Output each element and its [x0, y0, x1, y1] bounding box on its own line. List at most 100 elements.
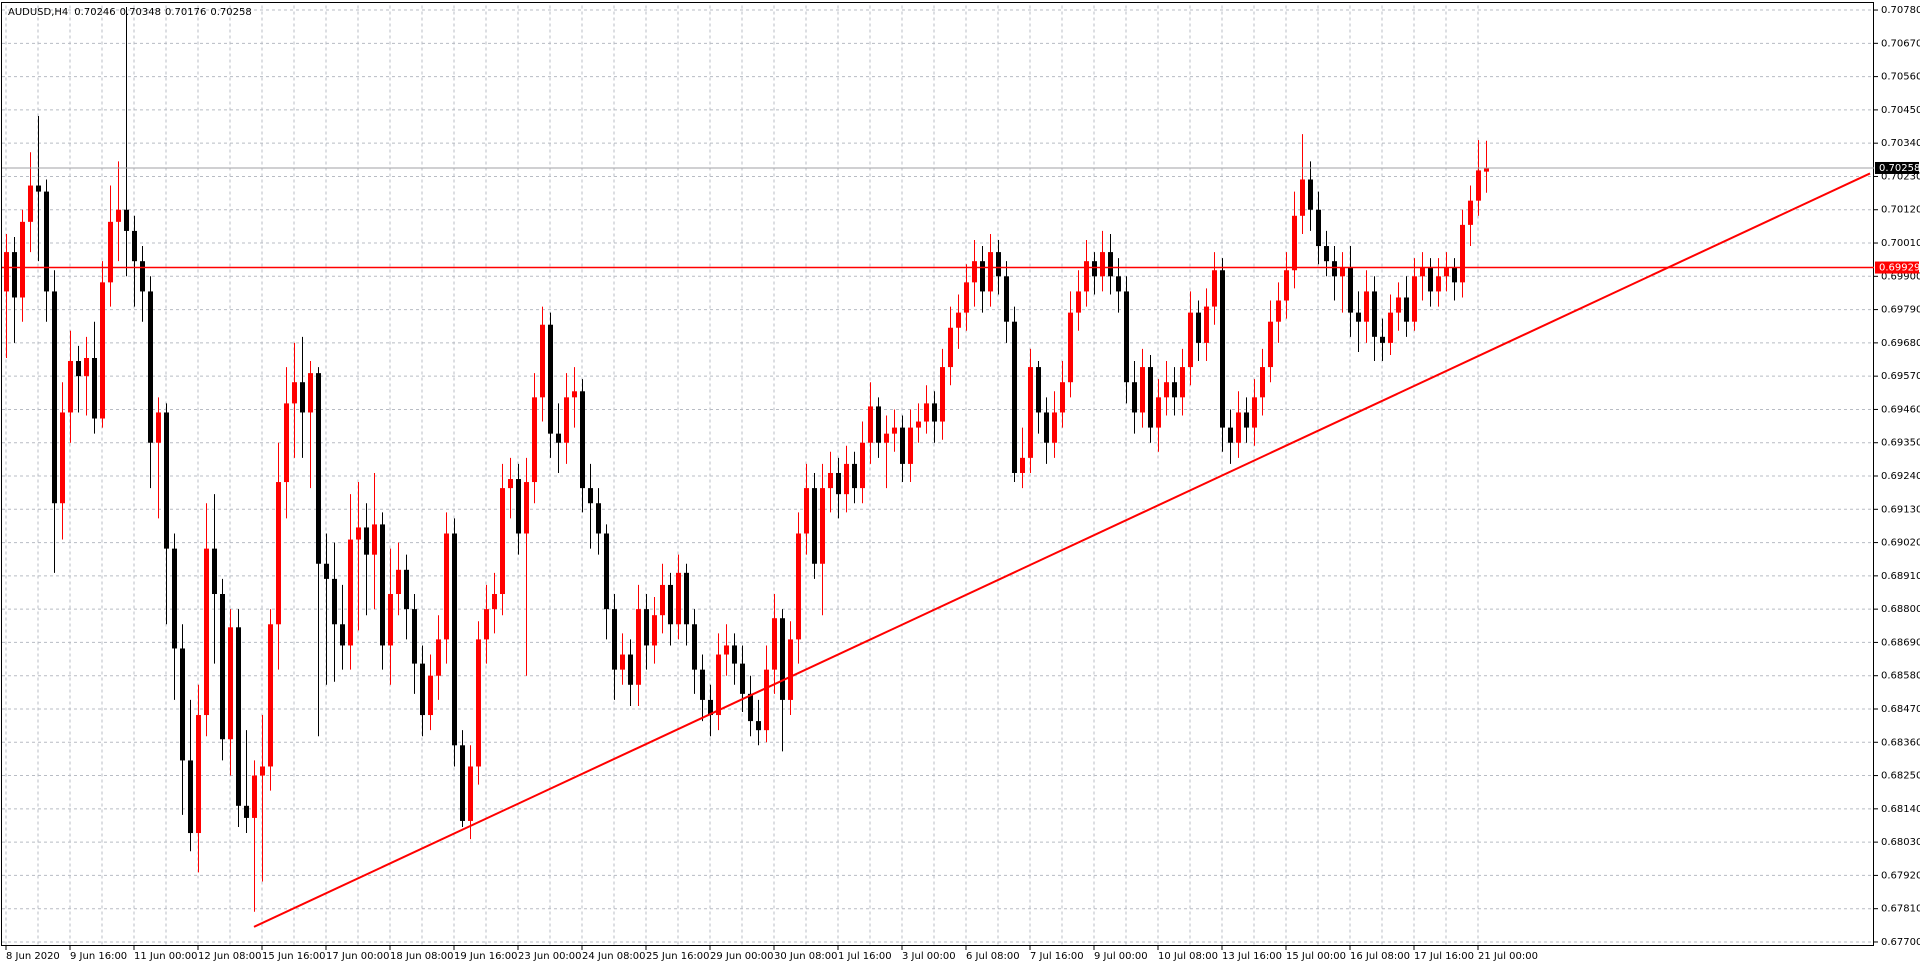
candle-body: [532, 397, 537, 483]
y-tick-label: 0.69460: [1881, 404, 1920, 415]
candle-body: [1452, 267, 1457, 283]
candle-body: [900, 427, 905, 464]
candle-body: [700, 669, 705, 700]
y-tick-label: 0.67920: [1881, 870, 1920, 881]
candle-body: [756, 721, 761, 731]
candle-body: [12, 252, 17, 298]
candle-body: [732, 645, 737, 664]
candle-body: [116, 209, 121, 222]
candle-body: [820, 488, 825, 564]
x-tick-label: 19 Jun 16:00: [454, 951, 518, 962]
candle-body: [220, 594, 225, 740]
x-tick-label: 21 Jul 00:00: [1478, 951, 1538, 962]
x-tick-label: 15 Jun 16:00: [262, 951, 326, 962]
candle-body: [84, 358, 89, 377]
candle-body: [1124, 291, 1129, 383]
candle-body: [44, 191, 49, 292]
x-tick-label: 23 Jun 00:00: [518, 951, 582, 962]
candle-body: [1364, 291, 1369, 322]
candle-body: [1244, 412, 1249, 428]
candle-body: [484, 609, 489, 640]
candle-body: [1036, 367, 1041, 413]
candle-body: [1340, 267, 1345, 277]
candle-body: [308, 373, 313, 413]
candle-body: [556, 433, 561, 443]
header: AUDUSD,H4 0.70246 0.70348 0.70176 0.70258: [8, 7, 252, 18]
candle-body: [364, 527, 369, 555]
candle-body: [1220, 270, 1225, 428]
y-tick-label: 0.68800: [1881, 604, 1920, 615]
candle-body: [252, 775, 257, 818]
candle-body: [1268, 321, 1273, 368]
candle-body: [948, 327, 953, 368]
y-tick-label: 0.70010: [1881, 238, 1920, 249]
candle-body: [1060, 382, 1065, 413]
y-tick-label: 0.67700: [1881, 937, 1920, 948]
candle-body: [468, 766, 473, 821]
candle-body: [1172, 382, 1177, 398]
y-tick-label: 0.68580: [1881, 671, 1920, 682]
candle-body: [1300, 179, 1305, 216]
candle-body: [1468, 200, 1473, 225]
y-tick-label: 0.68250: [1881, 771, 1920, 782]
candle-body: [572, 391, 577, 398]
candle-body: [716, 654, 721, 716]
candle-body: [868, 406, 873, 443]
candle-body: [1188, 312, 1193, 368]
candle-body: [1140, 367, 1145, 413]
candle-body: [156, 412, 161, 443]
candle-body: [1236, 412, 1241, 443]
candle-body: [1092, 261, 1097, 277]
candle-body: [1276, 300, 1281, 322]
header-low: 0.70176: [165, 7, 206, 18]
candle-body: [812, 488, 817, 564]
symbol: AUDUSD,H4: [8, 7, 68, 18]
candle-body: [916, 421, 921, 428]
candle-body: [724, 645, 729, 655]
candle-body: [1148, 367, 1153, 428]
x-tick-label: 3 Jul 00:00: [902, 951, 956, 962]
candle-body: [1028, 367, 1033, 458]
candle-body: [1212, 270, 1217, 307]
candle-body: [204, 548, 209, 716]
x-tick-label: 1 Jul 16:00: [838, 951, 892, 962]
candle-body: [1372, 291, 1377, 337]
candle-body: [1444, 267, 1449, 277]
candle-body: [892, 427, 897, 434]
candle-body: [276, 482, 281, 625]
candle-body: [804, 488, 809, 534]
x-tick-label: 24 Jun 08:00: [582, 951, 646, 962]
x-tick-label: 17 Jun 00:00: [326, 951, 390, 962]
candle-body: [228, 627, 233, 740]
candle-body: [828, 472, 833, 489]
candle-body: [580, 391, 585, 489]
candle-body: [1460, 224, 1465, 283]
y-tick-label: 0.68470: [1881, 704, 1920, 715]
candle-body: [1388, 312, 1393, 343]
candle-body: [620, 654, 625, 670]
candle-body: [596, 503, 601, 534]
candle-body: [1180, 367, 1185, 398]
candle-body: [1108, 252, 1113, 277]
x-tick-label: 29 Jun 00:00: [710, 951, 774, 962]
candle-body: [108, 221, 113, 283]
candle-body: [508, 479, 513, 489]
y-tick-label: 0.68910: [1881, 571, 1920, 582]
candle-body: [388, 594, 393, 646]
y-tick-label: 0.69130: [1881, 504, 1920, 515]
candle-body: [636, 609, 641, 685]
candle-body: [876, 406, 881, 443]
candle-body: [148, 291, 153, 443]
candle-body: [444, 533, 449, 640]
candle-body: [324, 563, 329, 579]
candle-body: [564, 397, 569, 443]
candle-body: [1044, 412, 1049, 443]
x-tick-label: 9 Jul 00:00: [1094, 951, 1148, 962]
candle-body: [1012, 321, 1017, 473]
candle-body: [780, 618, 785, 700]
candle-body: [1436, 276, 1441, 292]
candle-body: [68, 361, 73, 413]
header-high: 0.70348: [120, 7, 161, 18]
